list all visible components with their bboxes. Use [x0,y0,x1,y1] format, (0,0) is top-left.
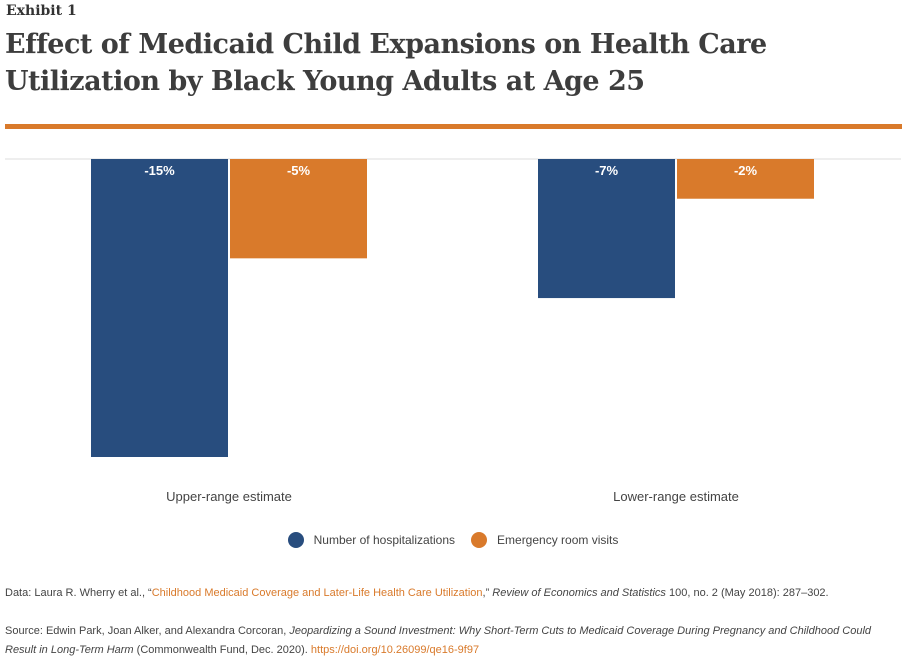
bar-chart: -15% -5% Upper-range estimate -7% -2% Lower-r… [5,158,901,504]
data-label-hospitalizations-upper: -15% [144,163,175,178]
source-note: Source: Edwin Park, Joan Alker, and Alex… [5,622,900,660]
data-label-er-visits-upper: -5% [287,163,311,178]
data-note-suffix: 100, no. 2 (May 2018): 287–302. [665,587,829,599]
data-note-mid: ,” [482,587,493,599]
title-divider [5,124,902,129]
chart-title: Effect of Medicaid Child Expansions on H… [5,29,767,97]
legend-swatch-hospitalizations [287,532,304,548]
bar-hospitalizations-lower [538,159,675,299]
legend-item-er-visits: Emergency room visits [471,532,618,548]
source-note-prefix: Source: Edwin Park, Joan Alker, and Alex… [5,625,290,637]
category-label-upper: Upper-range estimate [166,489,292,504]
data-label-hospitalizations-lower: -7% [595,163,619,178]
chart-legend: Number of hospitalizations Emergency roo… [0,532,906,548]
bar-er-visits-upper [230,159,367,259]
legend-label-hospitalizations: Number of hospitalizations [313,533,456,547]
exhibit-label: Exhibit 1 [6,3,77,19]
source-note-title: Jeopardizing a Sound Investment: Why Sho… [5,625,872,656]
source-note-mid: (Commonwealth Fund, Dec. 2020). [133,644,311,656]
bar-er-visits-lower [677,159,814,199]
legend-item-hospitalizations: Number of hospitalizations [287,532,456,548]
data-note-prefix: Data: Laura R. Wherry et al., “ [5,587,152,599]
data-note: Data: Laura R. Wherry et al., “Childhood… [5,584,900,603]
bar-hospitalizations-upper [91,159,228,457]
legend-label-er-visits: Emergency room visits [497,533,619,547]
legend-swatch-er-visits [471,532,488,548]
source-note-link[interactable]: https://doi.org/10.26099/qe16-9f97 [310,644,480,656]
category-label-lower: Lower-range estimate [613,489,739,504]
data-label-er-visits-lower: -2% [734,163,758,178]
data-note-journal: Review of Economics and Statistics [492,587,666,599]
data-note-link[interactable]: Childhood Medicaid Coverage and Later-Li… [151,587,483,599]
